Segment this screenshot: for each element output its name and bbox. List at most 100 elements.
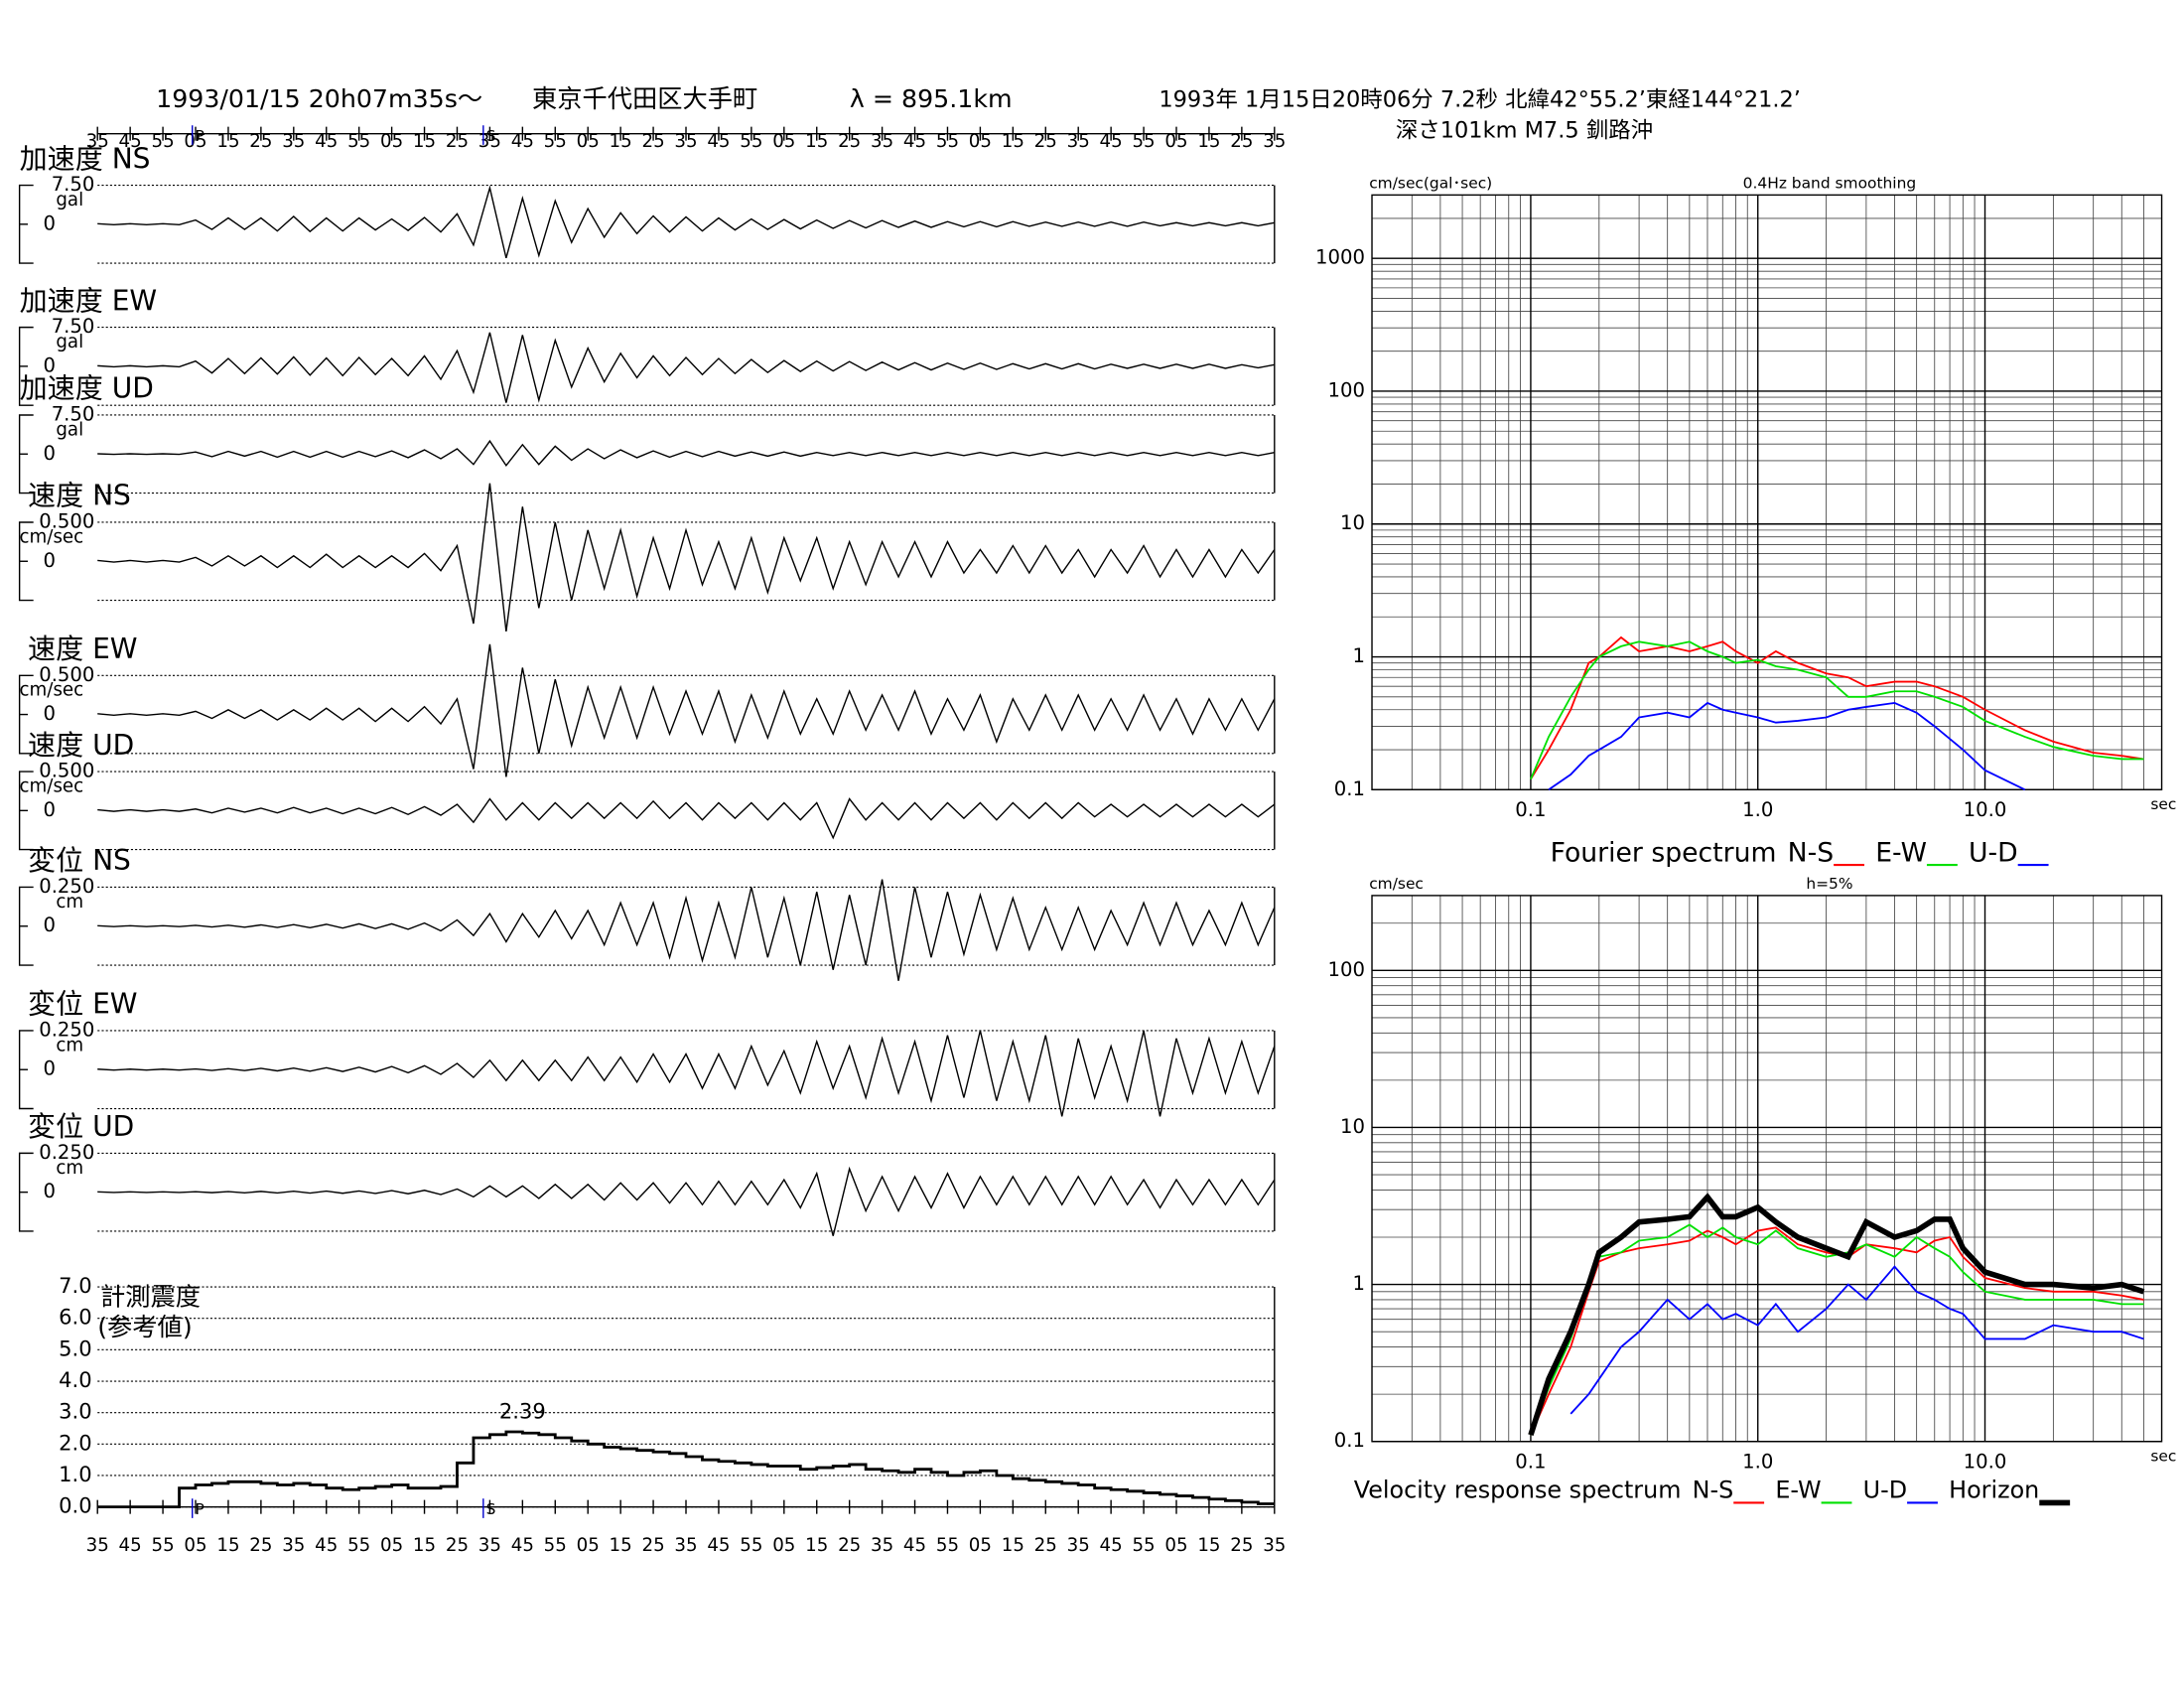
x-tick-label: 55 [1132,131,1155,152]
panel-title: 変位 UD [28,1110,134,1143]
y-tick-label: 0.250 [39,1141,94,1164]
x-tick-label: 35 [1263,1535,1286,1556]
x-tick-label: 45 [903,1535,926,1556]
waveform [97,332,1275,403]
spectrum-line [1570,1265,2144,1415]
y-tick-label: 7.50 [52,315,95,338]
waveform [97,185,1275,259]
x-tick-label: 55 [936,1535,959,1556]
legend-label: E-W [1875,837,1927,868]
x-tick-label: 35 [282,1535,305,1556]
panel-title: 速度 UD [28,729,134,762]
waveform [97,879,1276,981]
legend-title: Velocity response spectrum [1354,1477,1682,1504]
x-tick-label: 35 [1067,1535,1090,1556]
x-tick-label: 25 [249,1535,272,1556]
panel-title: 速度 EW [28,633,137,665]
x-tick-label: 55 [151,131,174,152]
unit-label: gal [56,190,83,211]
x-tick-label: 15 [805,131,828,152]
y-tick-label: 2.0 [59,1430,91,1455]
x-tick-label: 25 [1034,131,1057,152]
y-tick-label: 6.0 [59,1305,91,1330]
spectrum-line [1530,640,2144,780]
unit-label: cm/sec [20,680,84,701]
waveform [97,643,1276,777]
y-tick-label: 0 [43,798,56,821]
x-tick-label: 05 [1164,1535,1187,1556]
x-tick-label: 15 [413,131,436,152]
x-tick-label: 05 [969,1535,992,1556]
legend-label: U-D [1969,837,2018,868]
x-tick-label: 05 [380,1535,403,1556]
spectrum-line [1528,1193,2145,1437]
y-tick-label: 0.500 [39,663,94,686]
legend-label: N-S [1788,837,1834,868]
x-tick-label: 55 [151,1535,174,1556]
event-info-2: 深さ101km M7.5 釧路沖 [1396,117,1653,143]
x-tick-label: 25 [1230,131,1253,152]
x-tick-label: 05 [969,131,992,152]
y-tick-label: 0 [43,1057,56,1080]
x-tick-label: 35 [871,131,893,152]
x-tick-label: 35 [86,131,109,152]
y-tick-label: 7.0 [59,1273,91,1298]
y-tick-label: 4.0 [59,1367,91,1392]
x-tick-label: 15 [216,131,239,152]
unit-label: gal [56,419,83,440]
x-axis-label: sec [2150,795,2176,813]
panel-title: 加速度 NS [20,142,151,175]
unit-label: cm [56,1158,83,1179]
plot-frame [1371,895,2163,1443]
phase-label: S [486,1500,496,1518]
y-axis-label: cm/sec(gal･sec) [1369,175,1492,193]
distance: λ = 895.1km [850,84,1013,113]
x-tick-label: 35 [282,131,305,152]
x-tick-label: 05 [577,1535,600,1556]
unit-label: cm/sec [20,526,84,547]
x-tick-label: 1.0 [1742,798,1773,821]
phase-label: P [196,127,205,145]
y-tick-label: 0.500 [39,509,94,532]
x-tick-label: 55 [1132,1535,1155,1556]
x-tick-label: 25 [1034,1535,1057,1556]
y-tick-label: 10 [1340,1115,1365,1138]
y-tick-label: 1000 [1315,246,1365,269]
legend-title: Fourier spectrum [1551,837,1777,868]
x-tick-label: 45 [903,131,926,152]
x-tick-label: 35 [674,1535,697,1556]
chart-title: 計測震度 [100,1282,201,1311]
y-tick-label: 0 [43,353,56,376]
x-tick-label: 10.0 [1964,1450,2007,1473]
y-tick-label: 0 [43,211,56,234]
y-tick-label: 7.50 [52,402,95,425]
x-tick-label: 55 [544,1535,567,1556]
y-tick-label: 1 [1352,644,1365,667]
x-tick-label: 25 [249,131,272,152]
x-tick-label: 05 [772,131,795,152]
x-tick-label: 45 [511,1535,534,1556]
y-tick-label: 100 [1328,958,1365,981]
x-tick-label: 55 [544,131,567,152]
x-tick-label: 35 [86,1535,109,1556]
chart-subtitle: 0.4Hz band smoothing [1743,175,1916,193]
chart-subtitle: h=5% [1806,875,1852,893]
x-tick-label: 0.1 [1515,1450,1546,1473]
y-tick-label: 0 [43,549,56,572]
y-axis-label: cm/sec [1369,875,1424,893]
y-tick-label: 0.1 [1334,777,1365,800]
x-axis-label: sec [2150,1448,2176,1466]
y-tick-label: 0.1 [1334,1429,1365,1452]
x-tick-label: 45 [119,131,142,152]
y-tick-label: 100 [1328,378,1365,401]
x-tick-label: 55 [936,131,959,152]
unit-label: cm [56,1035,83,1055]
chart-subtitle: (参考値) [97,1313,192,1341]
y-tick-label: 0 [43,914,56,936]
phase-label: S [486,127,496,145]
x-tick-label: 05 [1164,131,1187,152]
x-tick-label: 25 [446,1535,469,1556]
y-tick-label: 0.250 [39,875,94,898]
x-tick-label: 35 [478,131,501,152]
